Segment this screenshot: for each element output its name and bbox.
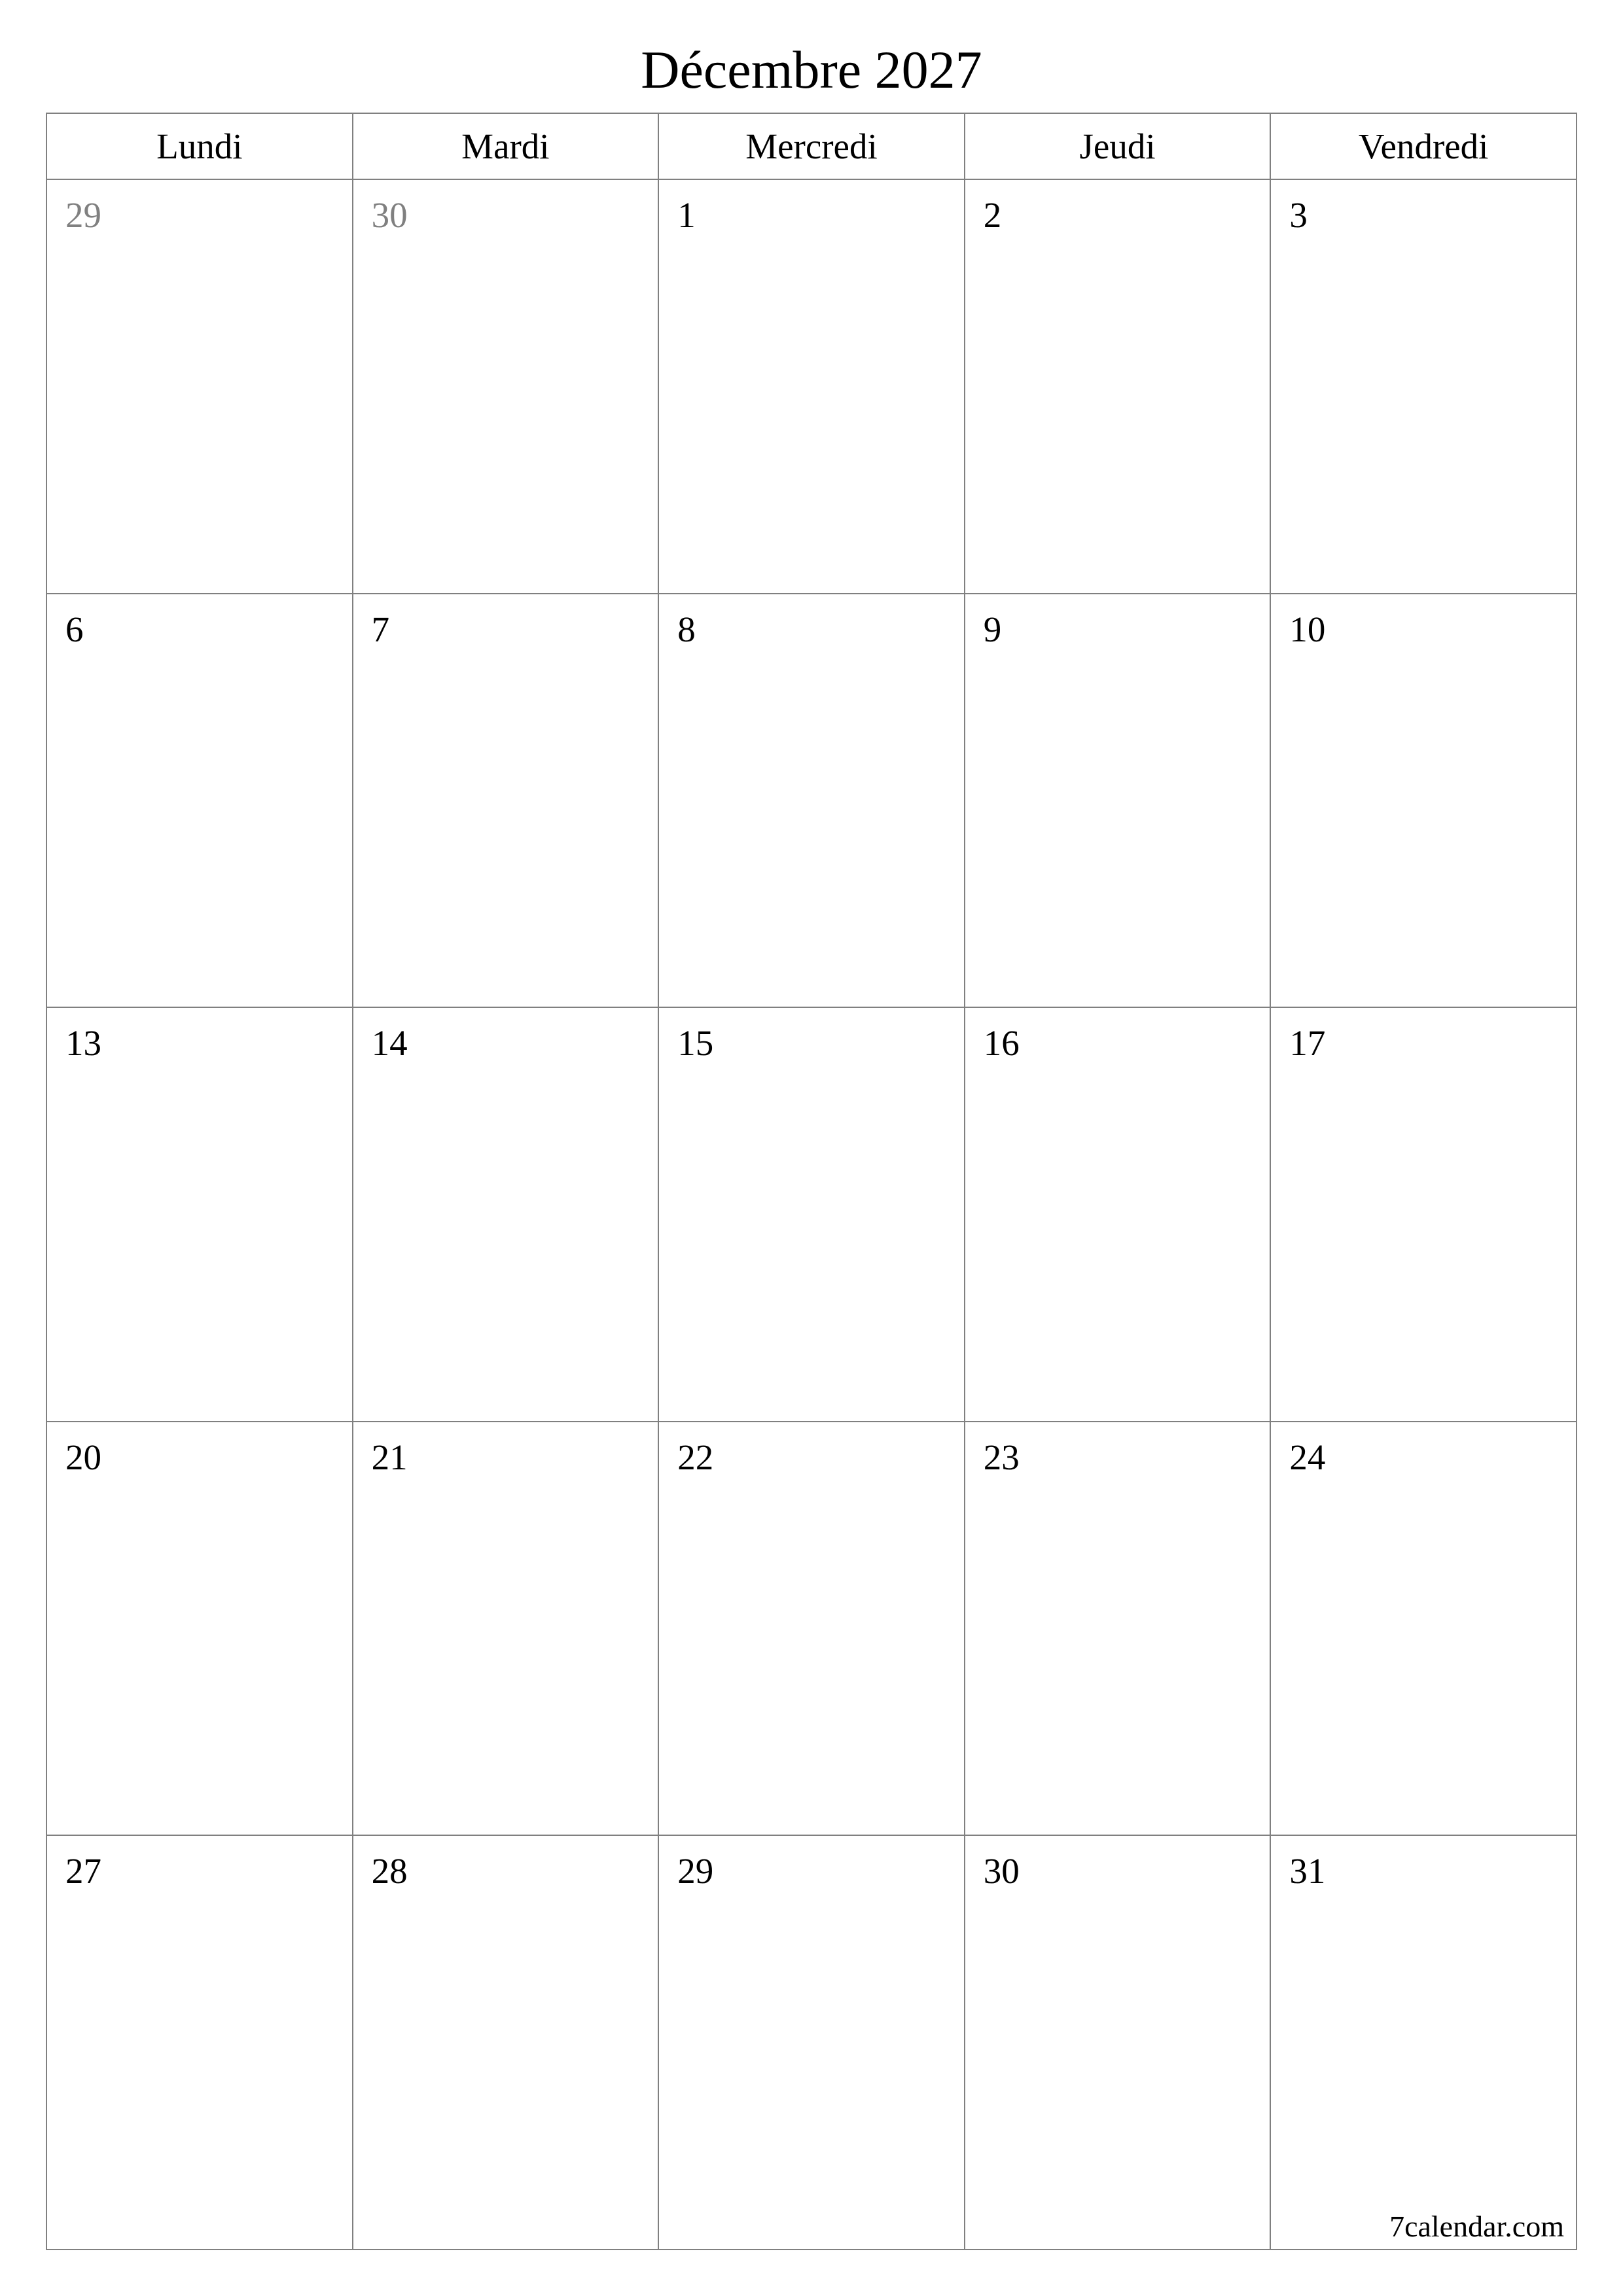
calendar-day-cell: 29 xyxy=(658,1835,965,2250)
calendar-body: 29 30 1 2 3 6 7 8 9 10 13 14 15 16 17 xyxy=(46,179,1577,2250)
calendar-day-cell: 28 xyxy=(353,1835,659,2250)
weekday-header: Jeudi xyxy=(965,113,1271,179)
calendar-day-cell: 17 xyxy=(1270,1007,1577,1422)
calendar-week-row: 6 7 8 9 10 xyxy=(46,594,1577,1008)
weekday-header: Vendredi xyxy=(1270,113,1577,179)
calendar-day-cell: 30 xyxy=(353,179,659,594)
calendar-day-cell: 21 xyxy=(353,1422,659,1836)
calendar-day-cell: 22 xyxy=(658,1422,965,1836)
calendar-day-cell: 14 xyxy=(353,1007,659,1422)
calendar-week-row: 20 21 22 23 24 xyxy=(46,1422,1577,1836)
calendar-day-cell: 29 xyxy=(46,179,353,594)
calendar-day-cell: 16 xyxy=(965,1007,1271,1422)
weekday-header: Lundi xyxy=(46,113,353,179)
weekday-header: Mercredi xyxy=(658,113,965,179)
calendar-header-row: Lundi Mardi Mercredi Jeudi Vendredi xyxy=(46,113,1577,179)
calendar-day-cell: 27 xyxy=(46,1835,353,2250)
calendar-day-cell: 6 xyxy=(46,594,353,1008)
calendar-day-cell: 20 xyxy=(46,1422,353,1836)
calendar-day-cell: 15 xyxy=(658,1007,965,1422)
calendar-week-row: 27 28 29 30 31 xyxy=(46,1835,1577,2250)
footer-attribution: 7calendar.com xyxy=(1389,2209,1564,2244)
calendar-title: Décembre 2027 xyxy=(46,39,1577,101)
calendar-day-cell: 3 xyxy=(1270,179,1577,594)
calendar-day-cell: 2 xyxy=(965,179,1271,594)
calendar-day-cell: 23 xyxy=(965,1422,1271,1836)
calendar-day-cell: 1 xyxy=(658,179,965,594)
calendar-day-cell: 8 xyxy=(658,594,965,1008)
calendar-day-cell: 9 xyxy=(965,594,1271,1008)
calendar-day-cell: 13 xyxy=(46,1007,353,1422)
calendar-page: Décembre 2027 Lundi Mardi Mercredi Jeudi… xyxy=(0,0,1623,2296)
calendar-week-row: 13 14 15 16 17 xyxy=(46,1007,1577,1422)
calendar-day-cell: 31 xyxy=(1270,1835,1577,2250)
calendar-day-cell: 30 xyxy=(965,1835,1271,2250)
calendar-day-cell: 7 xyxy=(353,594,659,1008)
calendar-week-row: 29 30 1 2 3 xyxy=(46,179,1577,594)
calendar-day-cell: 10 xyxy=(1270,594,1577,1008)
calendar-header: Lundi Mardi Mercredi Jeudi Vendredi xyxy=(46,113,1577,179)
weekday-header: Mardi xyxy=(353,113,659,179)
calendar-day-cell: 24 xyxy=(1270,1422,1577,1836)
calendar-table: Lundi Mardi Mercredi Jeudi Vendredi 29 3… xyxy=(46,113,1577,2250)
